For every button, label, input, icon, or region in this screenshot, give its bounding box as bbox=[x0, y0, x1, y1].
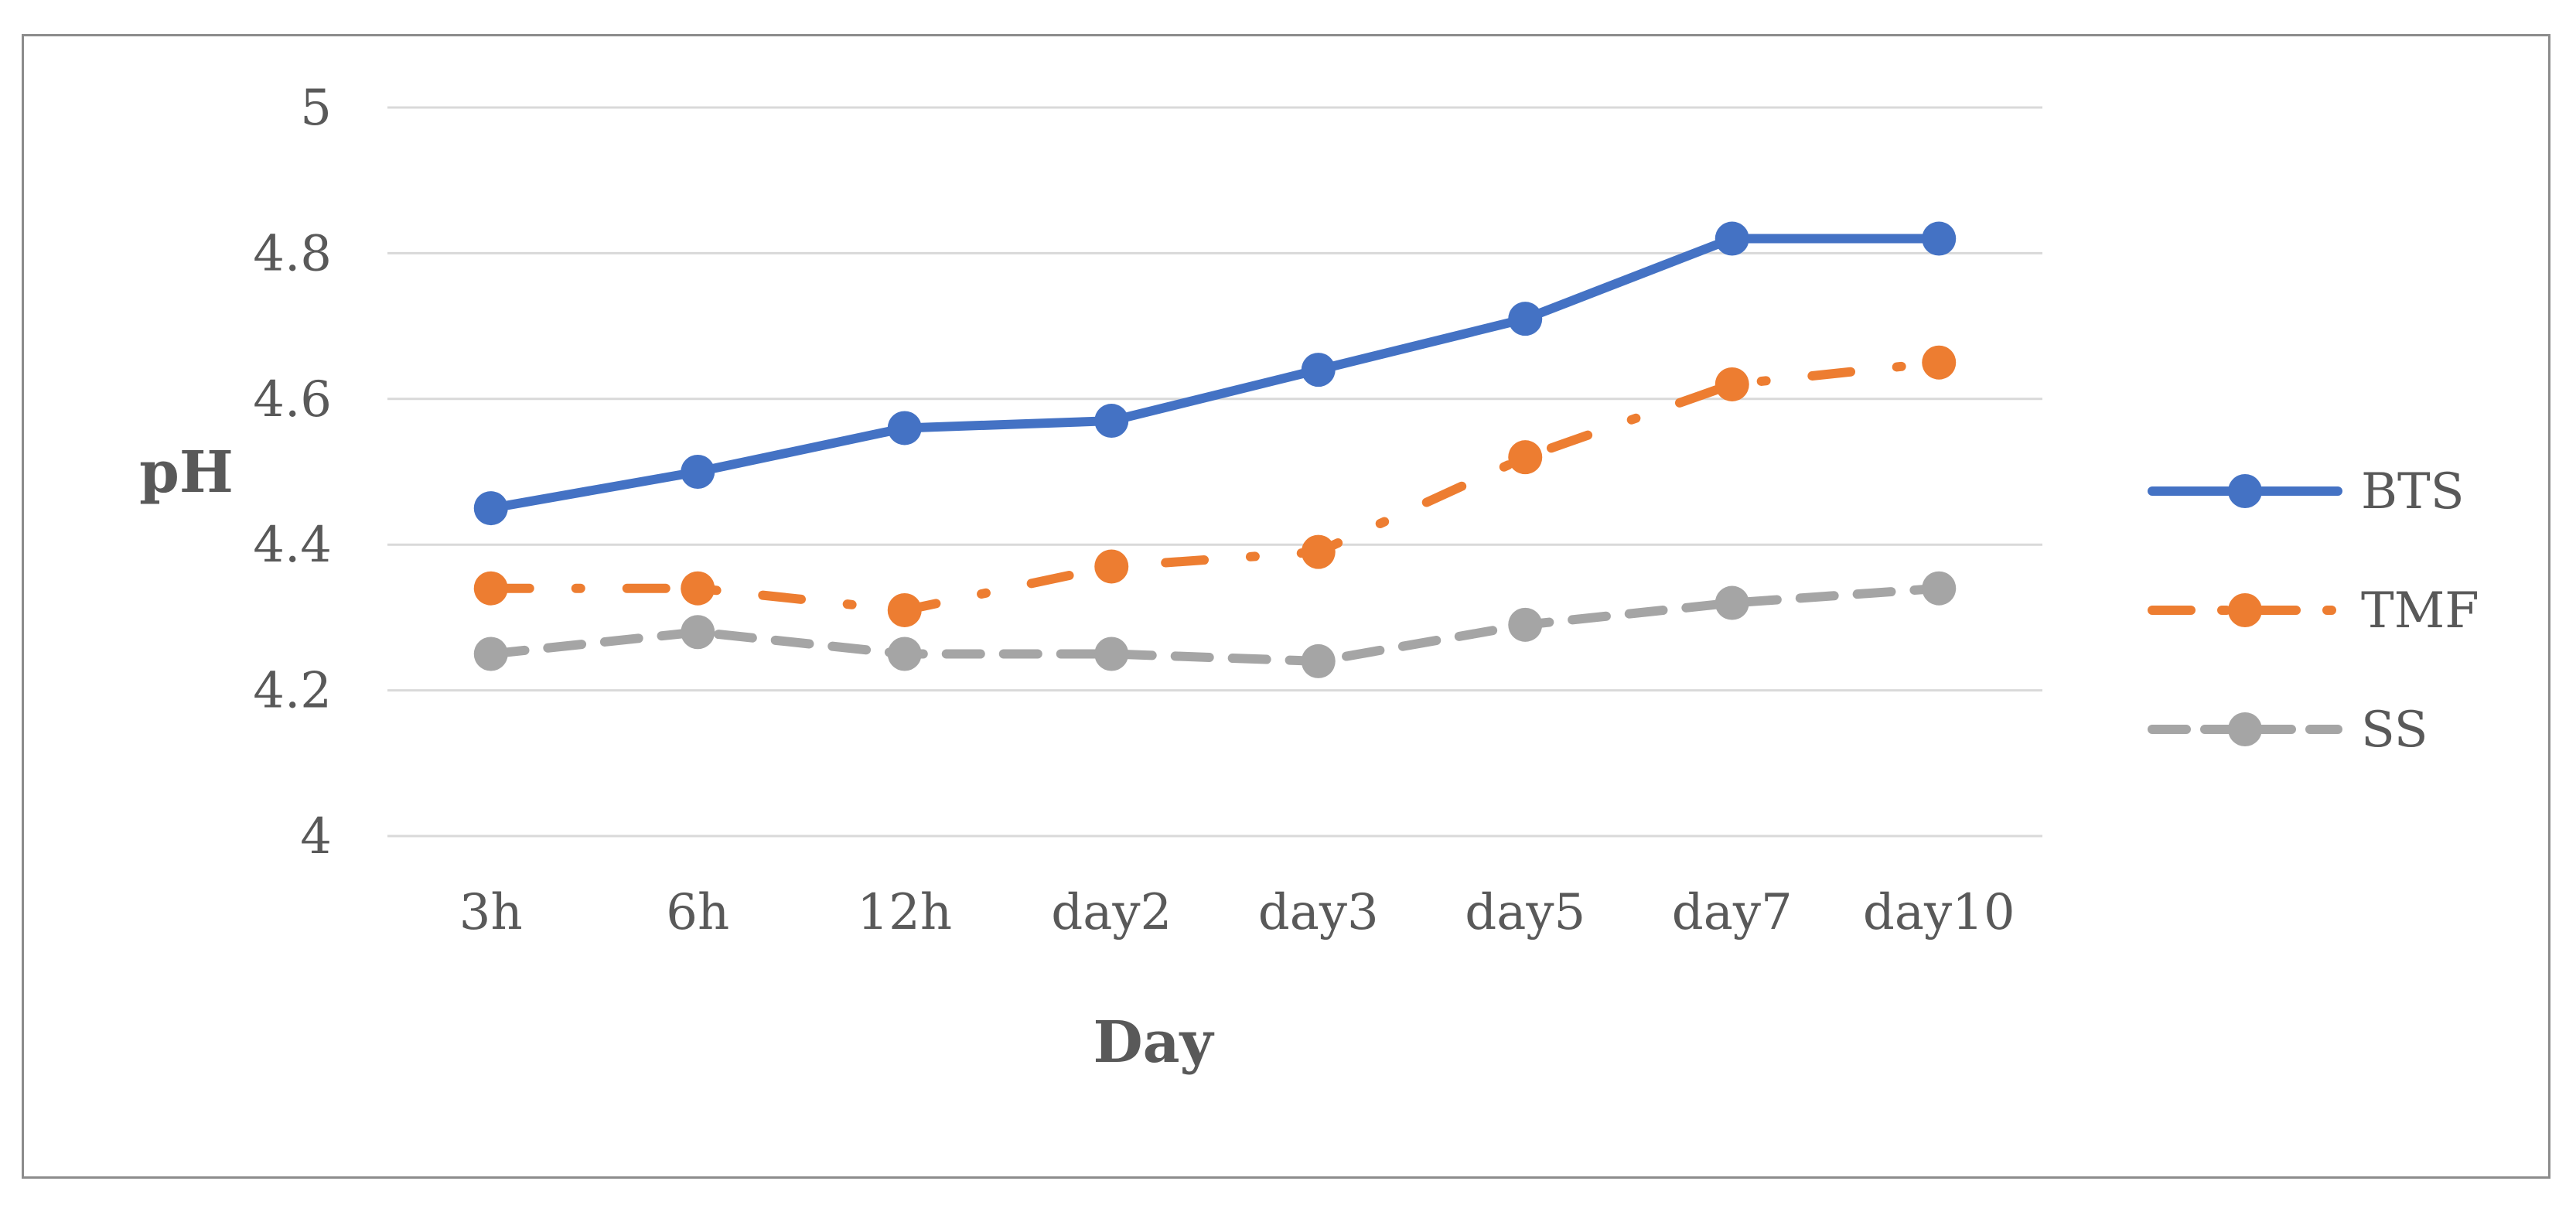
x-tick-label: day7 bbox=[1672, 884, 1793, 941]
data-point-tmf bbox=[681, 571, 715, 606]
data-point-tmf bbox=[1714, 367, 1749, 401]
data-point-ss bbox=[681, 615, 715, 650]
line-chart: 4 4.2 4.4 4.6 4.8 5 3h 6h 12h day2 day3 day5 day7 da… bbox=[139, 80, 2479, 1076]
data-point-bts bbox=[1301, 353, 1336, 387]
chart-frame: 4 4.2 4.4 4.6 4.8 5 3h 6h 12h day2 day3 day5 day7 da… bbox=[22, 34, 2550, 1179]
y-tick-label: 5 bbox=[300, 80, 332, 137]
data-point-ss bbox=[1094, 637, 1129, 671]
data-point-tmf bbox=[1922, 345, 1957, 380]
data-point-bts bbox=[1094, 404, 1129, 439]
y-tick-label: 4 bbox=[300, 808, 332, 865]
series-line-tmf bbox=[486, 357, 1944, 615]
data-point-ss bbox=[473, 637, 508, 671]
legend-label-tmf: TMF bbox=[2361, 582, 2479, 640]
series-lines bbox=[486, 234, 1944, 666]
y-tick-label: 4.8 bbox=[253, 225, 332, 282]
data-point-bts bbox=[681, 455, 715, 489]
y-tick-label: 4.6 bbox=[253, 371, 332, 428]
data-point-tmf bbox=[1301, 534, 1336, 569]
data-point-bts bbox=[473, 491, 508, 526]
x-tick-label: day10 bbox=[1863, 884, 2015, 941]
legend-marker-bts bbox=[2228, 474, 2262, 508]
data-point-tmf bbox=[1094, 549, 1129, 584]
data-point-tmf bbox=[1508, 440, 1543, 475]
data-point-ss bbox=[1922, 571, 1957, 606]
data-point-bts bbox=[1714, 221, 1749, 256]
y-axis-title: pH bbox=[139, 439, 234, 506]
x-tick-label: day5 bbox=[1465, 884, 1585, 941]
legend-label-bts: BTS bbox=[2361, 463, 2465, 521]
x-tick-label: 6h bbox=[666, 884, 729, 941]
x-tick-label: day3 bbox=[1258, 884, 1379, 941]
data-point-ss bbox=[1714, 585, 1749, 620]
data-point-ss bbox=[1508, 607, 1543, 642]
legend-label-ss: SS bbox=[2361, 701, 2428, 759]
x-tick-label: day2 bbox=[1051, 884, 1172, 941]
y-tick-label: 4.2 bbox=[253, 663, 332, 720]
data-point-tmf bbox=[473, 571, 508, 606]
legend-marker-tmf bbox=[2228, 593, 2262, 627]
legend-marker-ss bbox=[2228, 712, 2262, 746]
x-axis-title: Day bbox=[1093, 1009, 1214, 1076]
y-tick-labels: 4 4.2 4.4 4.6 4.8 5 bbox=[253, 80, 332, 865]
data-point-bts bbox=[1508, 302, 1543, 336]
legend: BTS TMF SS bbox=[2148, 463, 2479, 759]
data-point-bts bbox=[1922, 221, 1957, 256]
series-markers bbox=[473, 221, 1957, 678]
data-point-bts bbox=[887, 411, 922, 445]
x-tick-label: 12h bbox=[857, 884, 952, 941]
x-tick-label: 3h bbox=[459, 884, 523, 941]
series-line-bts bbox=[486, 234, 1944, 514]
data-point-tmf bbox=[887, 592, 922, 627]
gridlines bbox=[387, 106, 2042, 838]
x-tick-labels: 3h 6h 12h day2 day3 day5 day7 day10 bbox=[459, 884, 2015, 941]
data-point-ss bbox=[1301, 643, 1336, 678]
y-tick-label: 4.4 bbox=[253, 517, 332, 574]
series-line-ss bbox=[486, 583, 1944, 666]
data-point-ss bbox=[887, 637, 922, 671]
